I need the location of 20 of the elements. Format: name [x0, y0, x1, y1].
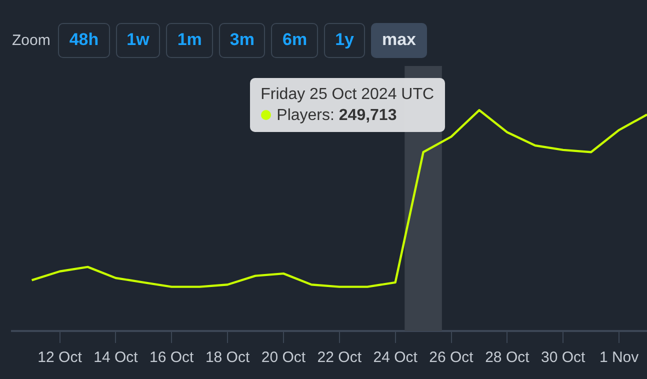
x-tick-label: 22 Oct: [317, 349, 362, 366]
x-tick-label: 28 Oct: [485, 349, 530, 366]
x-tick-label: 14 Oct: [94, 349, 139, 366]
x-tick-label: 1 Nov: [599, 349, 640, 366]
annotation: Friday 25 Oct 2024 UTC Players: 249,713: [260, 85, 434, 126]
x-tick-label: 24 Oct: [373, 349, 418, 366]
text: 1w: [116, 23, 160, 58]
text: 1m: [166, 23, 213, 58]
x-tick-label: 16 Oct: [150, 349, 195, 366]
x-tick-label: 18 Oct: [205, 349, 250, 366]
text: max: [370, 23, 428, 58]
x-tick-label: 12 Oct: [38, 349, 83, 366]
text: Zoom: [12, 32, 50, 49]
x-tick-label: 20 Oct: [261, 349, 306, 366]
text: 3m: [218, 23, 266, 58]
x-tick-label: 26 Oct: [429, 349, 474, 366]
text: 1y: [324, 23, 365, 58]
text: 6m: [271, 23, 318, 58]
text: 48h: [58, 23, 110, 58]
x-tick-label: 30 Oct: [541, 349, 586, 366]
